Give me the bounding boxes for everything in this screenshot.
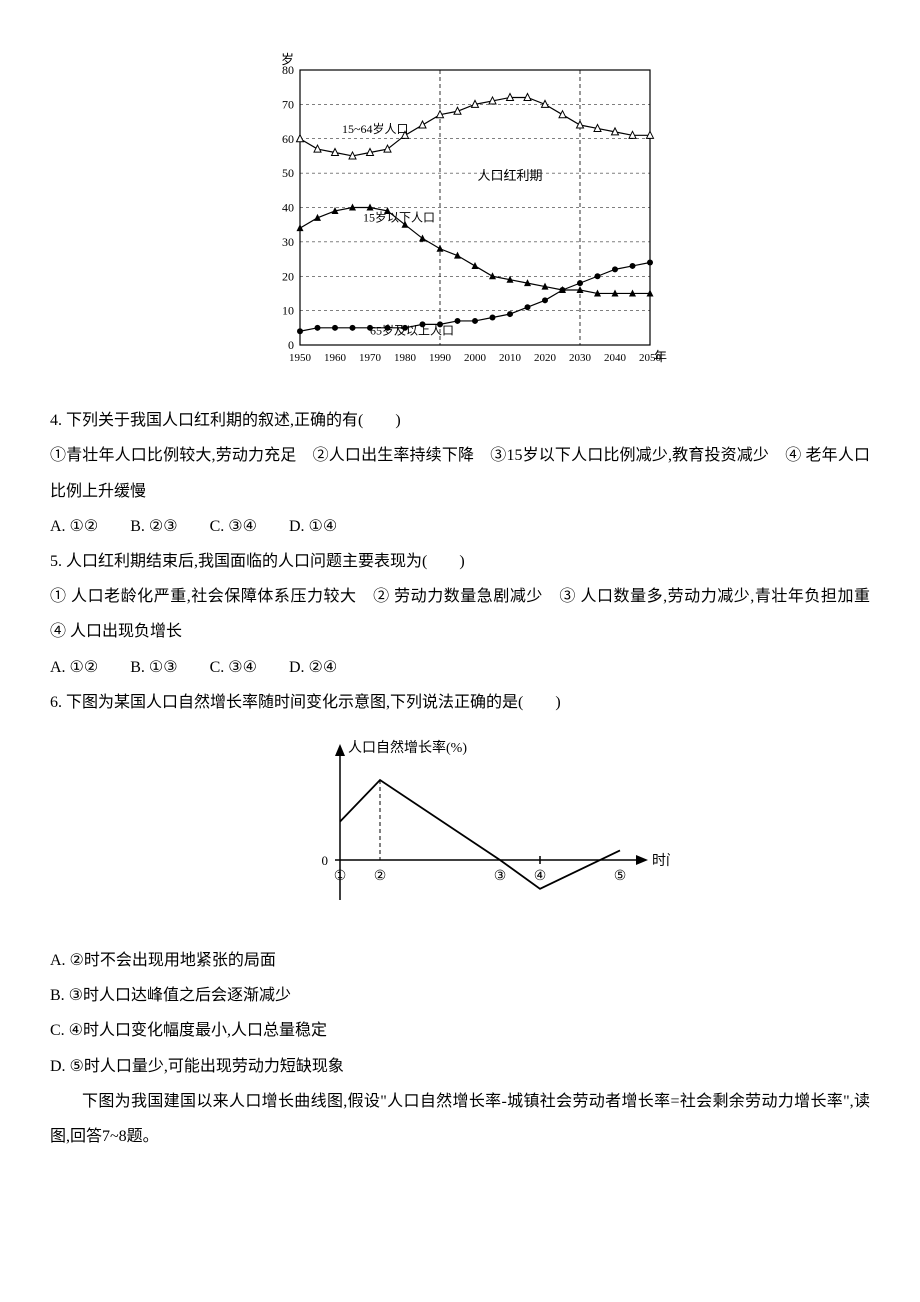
svg-text:15岁以下人口: 15岁以下人口: [363, 209, 435, 224]
svg-text:岁: 岁: [281, 52, 294, 67]
q6-optC: C. ④时人口变化幅度最小,人口总量稳定: [50, 1013, 870, 1048]
svg-text:1960: 1960: [324, 352, 347, 364]
chart-population-dividend: 01020304050607080岁1950196019701980199020…: [50, 50, 870, 393]
svg-text:⑤: ⑤: [614, 869, 627, 884]
svg-text:2030: 2030: [569, 352, 592, 364]
q5-statements: ① 人口老龄化严重,社会保障体系压力较大 ② 劳动力数量急剧减少 ③ 人口数量多…: [50, 579, 870, 649]
svg-text:2010: 2010: [499, 352, 522, 364]
q6-stem: 6. 下图为某国人口自然增长率随时间变化示意图,下列说法正确的是( ): [50, 685, 870, 720]
q5-stem: 5. 人口红利期结束后,我国面临的人口问题主要表现为( ): [50, 544, 870, 579]
svg-text:0: 0: [322, 853, 329, 868]
intro-7-8: 下图为我国建国以来人口增长曲线图,假设"人口自然增长率-城镇社会劳动者增长率=社…: [50, 1084, 870, 1154]
svg-text:①: ①: [334, 869, 347, 884]
svg-text:2020: 2020: [534, 352, 557, 364]
q4-stem: 4. 下列关于我国人口红利期的叙述,正确的有( ): [50, 403, 870, 438]
svg-text:年: 年: [654, 349, 667, 364]
svg-text:60: 60: [282, 132, 294, 146]
svg-text:1970: 1970: [359, 352, 382, 364]
svg-text:时间: 时间: [652, 853, 670, 869]
svg-text:40: 40: [282, 201, 294, 215]
svg-text:50: 50: [282, 166, 294, 180]
svg-text:10: 10: [282, 304, 294, 318]
svg-text:2040: 2040: [604, 352, 627, 364]
q6-optD: D. ⑤时人口量少,可能出现劳动力短缺现象: [50, 1049, 870, 1084]
svg-text:③: ③: [494, 869, 507, 884]
svg-text:1990: 1990: [429, 352, 452, 364]
svg-text:人口自然增长率(%): 人口自然增长率(%): [348, 739, 467, 756]
q4-options: A. ①② B. ②③ C. ③④ D. ①④: [50, 509, 870, 544]
svg-text:20: 20: [282, 269, 294, 283]
q5-options: A. ①② B. ①③ C. ③④ D. ②④: [50, 650, 870, 685]
svg-text:②: ②: [374, 869, 387, 884]
q6-optA: A. ②时不会出现用地紧张的局面: [50, 943, 870, 978]
svg-text:70: 70: [282, 97, 294, 111]
svg-text:④: ④: [534, 869, 547, 884]
chart-natural-growth-rate: 人口自然增长率(%) 时间 0① ② ③ ④ ⑤: [50, 730, 870, 933]
svg-text:15~64岁人口: 15~64岁人口: [342, 121, 409, 136]
svg-text:0: 0: [288, 338, 294, 352]
svg-text:1980: 1980: [394, 352, 417, 364]
svg-text:30: 30: [282, 235, 294, 249]
svg-text:65岁及以上人口: 65岁及以上人口: [370, 323, 454, 338]
svg-text:2000: 2000: [464, 352, 487, 364]
svg-text:人口红利期: 人口红利期: [477, 168, 542, 183]
q6-optB: B. ③时人口达峰值之后会逐渐减少: [50, 978, 870, 1013]
q4-statements: ①青壮年人口比例较大,劳动力充足 ②人口出生率持续下降 ③15岁以下人口比例减少…: [50, 438, 870, 508]
svg-text:1950: 1950: [289, 352, 312, 364]
